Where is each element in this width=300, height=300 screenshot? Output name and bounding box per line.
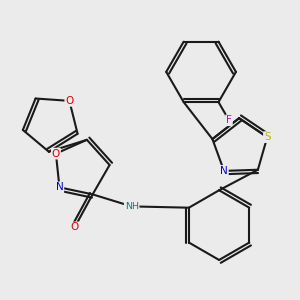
Text: N: N <box>56 182 63 192</box>
Text: O: O <box>65 96 74 106</box>
Text: F: F <box>226 115 232 125</box>
Text: NH: NH <box>125 202 139 211</box>
Text: N: N <box>220 166 228 176</box>
Text: O: O <box>70 222 79 233</box>
Text: S: S <box>264 132 271 142</box>
Text: O: O <box>52 148 60 159</box>
